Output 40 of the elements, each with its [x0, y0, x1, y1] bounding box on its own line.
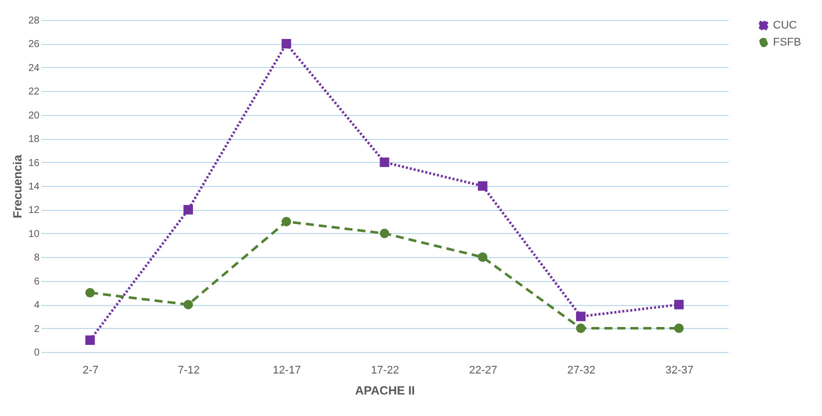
y-tick-label: 10 — [28, 228, 40, 240]
point — [282, 38, 292, 48]
point — [183, 300, 193, 310]
y-axis-title: Frecuencia — [10, 154, 24, 218]
y-tick-label: 6 — [34, 276, 40, 288]
x-tick-label: 12-17 — [272, 364, 301, 376]
y-tick-label: 14 — [28, 182, 40, 192]
point — [85, 335, 95, 345]
y-tick-label: 28 — [28, 16, 40, 26]
y-tick-label: 24 — [28, 62, 40, 74]
legend-label: CUC — [773, 20, 797, 32]
point — [380, 228, 390, 238]
x-tick-label: 27-32 — [567, 364, 596, 376]
x-tick-label: 7-12 — [178, 364, 200, 376]
y-tick-label: 4 — [34, 300, 40, 312]
legend-label: FSFB — [773, 36, 802, 48]
x-tick-label: 22-27 — [469, 364, 498, 376]
point — [85, 288, 95, 298]
y-tick-label: 20 — [28, 110, 40, 122]
x-tick-label: 17-22 — [370, 364, 400, 376]
y-tick-label: 8 — [34, 252, 40, 264]
point — [576, 312, 586, 322]
y-tick-label: 2 — [34, 324, 40, 335]
point — [576, 324, 586, 334]
x-tick-label: 2-7 — [82, 364, 99, 376]
point — [674, 324, 684, 334]
x-axis-title: APACHE II — [355, 384, 415, 398]
point — [478, 252, 488, 262]
y-tick-label: 16 — [28, 158, 40, 169]
y-tick-label: 18 — [28, 134, 40, 146]
point — [674, 300, 684, 310]
x-tick-label: 32-37 — [665, 364, 694, 376]
point — [183, 204, 193, 214]
point — [282, 216, 292, 226]
y-tick-label: 22 — [28, 86, 40, 98]
point — [478, 181, 488, 191]
y-tick-label: 0 — [34, 348, 40, 358]
point — [380, 158, 390, 168]
y-tick-label: 26 — [28, 39, 40, 50]
y-tick-label: 12 — [28, 205, 40, 216]
